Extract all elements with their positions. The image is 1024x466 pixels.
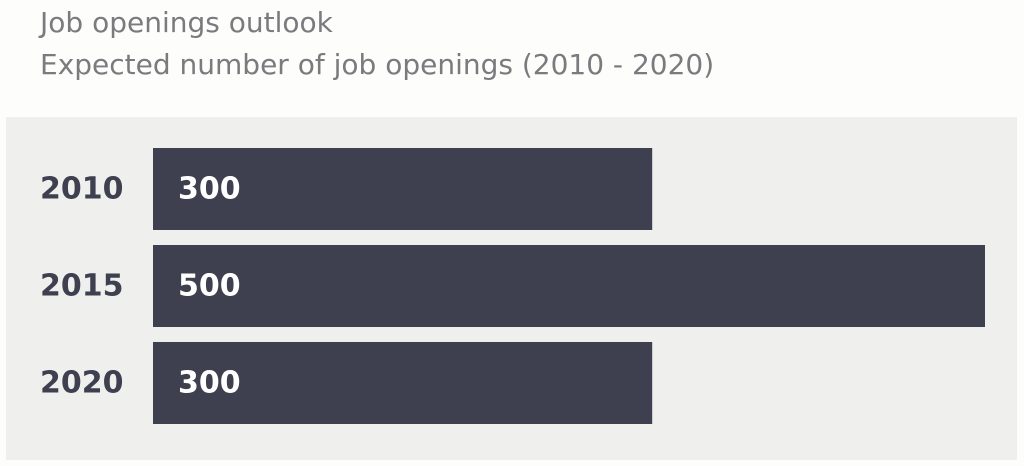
plot-area: 2010 300 2015 500 2020 300 [6,117,1017,460]
value-label-2010: 300 [178,172,241,207]
category-label-2020: 2020 [40,366,124,401]
value-label-2020: 300 [178,366,241,401]
value-label-2015: 500 [178,269,241,304]
category-label-2015: 2015 [40,269,124,304]
bar-2020 [153,342,653,424]
category-label-2010: 2010 [40,172,124,207]
chart-title: Job openings outlook [40,6,333,39]
bar-2010 [153,148,653,230]
bar-chart: 2010 300 2015 500 2020 300 [40,148,985,424]
bar-2015 [153,245,985,327]
chart-subtitle: Expected number of job openings (2010 - … [40,48,715,81]
